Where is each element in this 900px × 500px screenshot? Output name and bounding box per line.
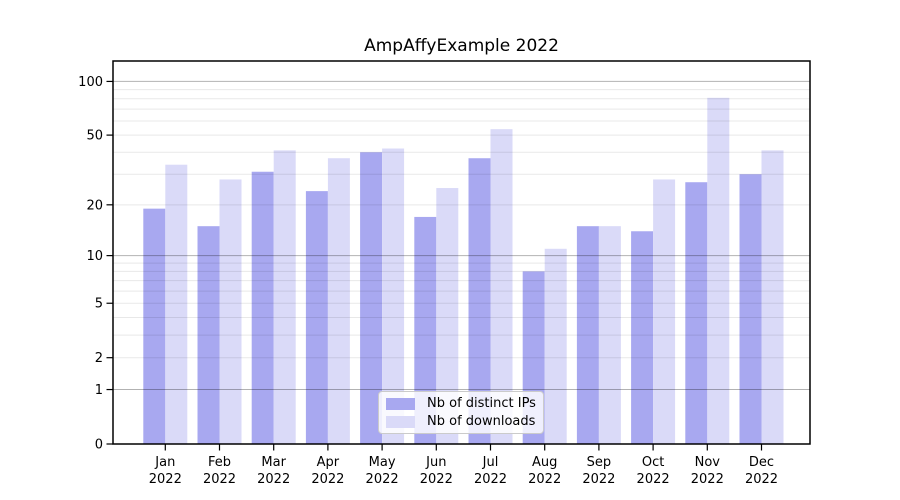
bar-apr-downloads	[327, 158, 350, 445]
bar-nov-downloads	[707, 97, 730, 445]
x-tick-label-year-oct: 2022	[637, 472, 670, 487]
bar-sep-distinct-ips	[576, 226, 599, 444]
y-tick-label-2: 2	[95, 351, 103, 366]
y-tick-label-5: 5	[95, 297, 103, 312]
legend-swatch-distinct-ips	[386, 397, 415, 410]
x-tick-label-month-apr: Apr	[317, 455, 340, 470]
x-tick-label-year-mar: 2022	[257, 472, 290, 487]
bar-aug-downloads	[544, 248, 567, 444]
x-tick-label-year-apr: 2022	[311, 472, 344, 487]
legend-label-distinct-ips: Nb of distinct IPs	[427, 396, 536, 411]
y-tick-label-100: 100	[78, 75, 103, 90]
grid-layer	[113, 80, 810, 391]
x-tick-label-year-may: 2022	[366, 472, 399, 487]
bar-nov-distinct-ips	[685, 182, 708, 444]
y-tick-label-20: 20	[86, 198, 103, 213]
x-tick-label-month-jan: Jan	[154, 455, 175, 470]
bar-may-downloads	[382, 148, 405, 444]
x-tick-label-year-aug: 2022	[528, 472, 561, 487]
bar-jun-downloads	[436, 188, 459, 444]
bar-oct-downloads	[653, 179, 676, 444]
x-tick-label-year-jul: 2022	[474, 472, 507, 487]
y-tick-label-10: 10	[86, 249, 103, 264]
x-tick-label-year-sep: 2022	[582, 472, 615, 487]
plot-frame	[112, 60, 811, 445]
bar-oct-distinct-ips	[631, 231, 654, 444]
x-tick-label-year-nov: 2022	[691, 472, 724, 487]
bar-dec-distinct-ips	[739, 174, 762, 444]
legend-item-distinct-ips: Nb of distinct IPs	[386, 397, 543, 410]
legend-item-downloads: Nb of downloads	[386, 415, 543, 428]
x-tick-label-month-feb: Feb	[208, 455, 231, 470]
x-tick-label-month-may: May	[369, 455, 396, 470]
x-tick-label-month-jul: Jul	[482, 455, 499, 470]
bar-may-distinct-ips	[360, 152, 383, 444]
x-tick-label-month-mar: Mar	[261, 455, 286, 470]
bar-jul-distinct-ips	[468, 158, 491, 445]
legend-label-downloads: Nb of downloads	[427, 414, 536, 429]
x-tick-label-year-dec: 2022	[745, 472, 778, 487]
x-tick-label-month-aug: Aug	[532, 455, 557, 470]
legend-swatch-downloads	[386, 415, 415, 428]
y-tick-label-1: 1	[95, 383, 103, 398]
legend: Nb of distinct IPs Nb of downloads	[378, 391, 544, 434]
y-tick-label-0: 0	[95, 438, 103, 453]
bars-layer	[143, 97, 784, 445]
x-tick-label-month-nov: Nov	[695, 455, 721, 470]
bar-jan-distinct-ips	[143, 208, 166, 444]
bar-mar-downloads	[273, 150, 296, 444]
bar-dec-downloads	[761, 150, 784, 444]
axes-layer: 0 1 2 5 10 20 50 100 Jan 2022 Feb 2022 Mar 2022 Apr 202…	[78, 60, 811, 487]
y-tick-label-50: 50	[86, 129, 103, 144]
x-tick-label-month-sep: Sep	[587, 455, 612, 470]
bar-apr-distinct-ips	[305, 191, 328, 444]
x-tick-label-year-jan: 2022	[149, 472, 182, 487]
bar-jun-distinct-ips	[414, 216, 437, 444]
chart-title: AmpAffyExample 2022	[364, 36, 559, 56]
x-tick-label-year-jun: 2022	[420, 472, 453, 487]
x-tick-label-month-dec: Dec	[749, 455, 774, 470]
bar-jul-downloads	[490, 129, 513, 444]
bar-mar-distinct-ips	[251, 171, 274, 445]
x-tick-label-month-oct: Oct	[642, 455, 664, 470]
bar-feb-downloads	[219, 179, 242, 444]
x-tick-label-month-jun: Jun	[425, 455, 446, 470]
bar-feb-distinct-ips	[197, 226, 220, 444]
x-tick-label-year-feb: 2022	[203, 472, 236, 487]
bar-jan-downloads	[165, 164, 188, 444]
bar-sep-downloads	[598, 226, 621, 444]
